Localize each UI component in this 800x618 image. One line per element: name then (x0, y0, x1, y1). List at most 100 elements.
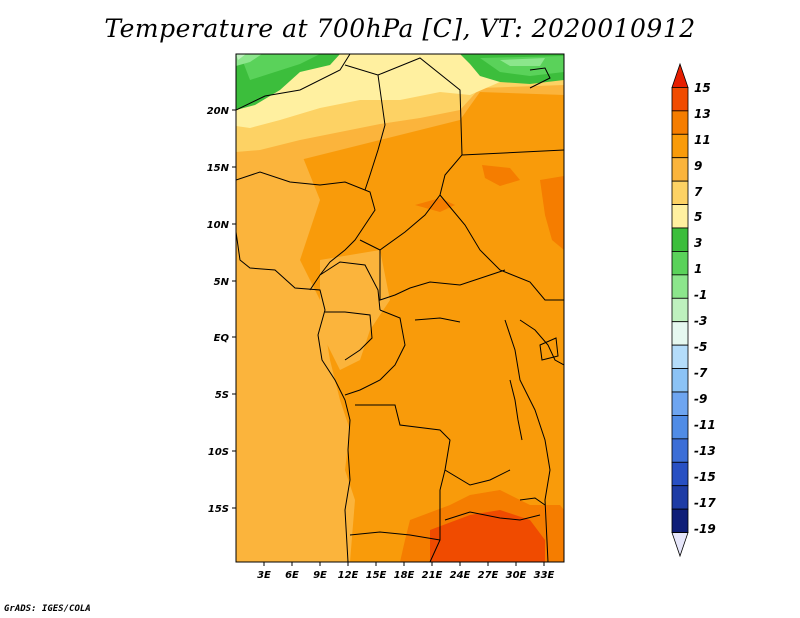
field-m1to1-nw (240, 54, 320, 80)
border-cameroon (319, 261, 381, 311)
lat-tick-20n: 20N (207, 106, 230, 117)
coast-red-sea (529, 67, 551, 89)
lon-tick-27e: 27E (478, 570, 499, 581)
colorbar-label-m1: -1 (694, 288, 708, 302)
border-niger-chad (344, 64, 386, 191)
lat-tick-5s: 5S (215, 390, 229, 401)
colorbar-cell (671, 180, 689, 205)
border-sudan-north (461, 149, 564, 156)
border-gabon (325, 311, 373, 361)
lon-tick-15e: 15E (366, 570, 387, 581)
field-m5tom3-nw (236, 54, 246, 60)
colorbar-label-m19: -19 (694, 522, 716, 536)
colorbar-label-1: 1 (694, 262, 703, 276)
border-east-africa (504, 319, 551, 562)
colorbar-label-m17: -17 (694, 496, 716, 510)
field-13to15-south (430, 510, 545, 562)
temperature-field (236, 54, 564, 562)
lake-victoria (539, 337, 559, 361)
river-congo (414, 317, 461, 323)
lake-tanganyika (509, 379, 523, 441)
colorbar-label-m11: -11 (694, 418, 716, 432)
border-sudan-south (439, 194, 564, 301)
colorbar-label-7: 7 (694, 185, 703, 199)
colorbar-label-15: 15 (694, 81, 711, 95)
colorbar (671, 62, 689, 558)
field-7to9-west (236, 150, 355, 562)
field-11to13-east (540, 176, 564, 250)
colorbar-cell (671, 508, 689, 533)
border-chad-sudan (359, 57, 463, 251)
grads-credit: GrADS: IGES/COLA (4, 604, 91, 614)
colorbar-label-m3: -3 (694, 314, 708, 328)
border-zambia-zimbabwe (444, 511, 541, 521)
colorbar-cell (671, 274, 689, 299)
field-m3tom1-ne (500, 58, 545, 66)
map-title: Temperature at 700hPa [C], VT: 202001091… (104, 14, 696, 43)
lon-tick-33e: 33E (534, 570, 555, 581)
colorbar-cell (671, 438, 689, 463)
border-congo (344, 309, 406, 396)
colorbar-label-m13: -13 (694, 444, 716, 458)
border-car (379, 250, 506, 301)
lon-tick-labels: 3E 6E 9E 12E 15E 18E 21E 24E 27E 30E 33E (257, 570, 554, 581)
colorbar-cell (671, 368, 689, 393)
lon-tick-3e: 3E (257, 570, 271, 581)
colorbar-cell (671, 204, 689, 229)
colorbar-cell (671, 87, 689, 112)
borders (236, 54, 564, 562)
lon-tick-30e: 30E (506, 570, 527, 581)
colorbar-label-m15: -15 (694, 470, 716, 484)
lon-tick-21e: 21E (422, 570, 443, 581)
colorbar-cell (671, 344, 689, 369)
colorbar-label-m5: -5 (694, 340, 708, 354)
lon-tick-9e: 9E (313, 570, 327, 581)
lat-tick-10s: 10S (208, 447, 229, 458)
colorbar-cell (671, 485, 689, 510)
border-angola-zambia (429, 469, 446, 562)
lat-tick-marks (232, 109, 236, 509)
lat-tick-5n: 5N (214, 277, 230, 288)
border-namibia (349, 531, 441, 541)
colorbar-cell (671, 391, 689, 416)
lat-tick-10n: 10N (207, 220, 230, 231)
colorbar-cell (671, 110, 689, 135)
border-nigeria (236, 171, 376, 291)
lat-tick-eq: EQ (214, 333, 230, 344)
lat-tick-15n: 15N (207, 163, 230, 174)
colorbar-cell (671, 227, 689, 252)
colorbar-cell (671, 251, 689, 276)
colorbar-cell (671, 415, 689, 440)
colorbar-cell (671, 461, 689, 487)
colorbar-cell (671, 532, 689, 558)
colorbar-cell (671, 297, 689, 323)
lon-tick-24e: 24E (450, 570, 471, 581)
colorbar-cell (671, 321, 689, 346)
lake-kariba (519, 497, 546, 506)
lon-tick-12e: 12E (338, 570, 359, 581)
colorbar-cell (671, 157, 689, 182)
colorbar-label-13: 13 (694, 107, 711, 121)
lon-tick-6e: 6E (285, 570, 299, 581)
border-uganda-kenya (519, 319, 564, 366)
colorbar-cell (671, 133, 689, 159)
field-11to13-ne-patch (482, 165, 520, 186)
colorbar-label-5: 5 (694, 210, 703, 224)
lat-tick-15s: 15S (208, 504, 229, 515)
colorbar-cell (671, 62, 689, 88)
colorbar-label-11: 11 (694, 133, 711, 147)
border-sahara-west (236, 54, 351, 111)
colorbar-label-m9: -9 (694, 392, 708, 406)
coastline-west (236, 231, 351, 562)
border-angola-drc (355, 404, 511, 486)
lon-tick-18e: 18E (394, 570, 415, 581)
colorbar-label-m7: -7 (694, 366, 708, 380)
lat-tick-labels: 20N 15N 10N 5N EQ 5S 10S 15S (207, 106, 230, 515)
field-m3tom1-nw (236, 54, 262, 66)
map-frame (235, 53, 565, 563)
colorbar-label-3: 3 (694, 236, 703, 250)
lon-tick-marks (263, 562, 545, 566)
colorbar-label-9: 9 (694, 159, 703, 173)
